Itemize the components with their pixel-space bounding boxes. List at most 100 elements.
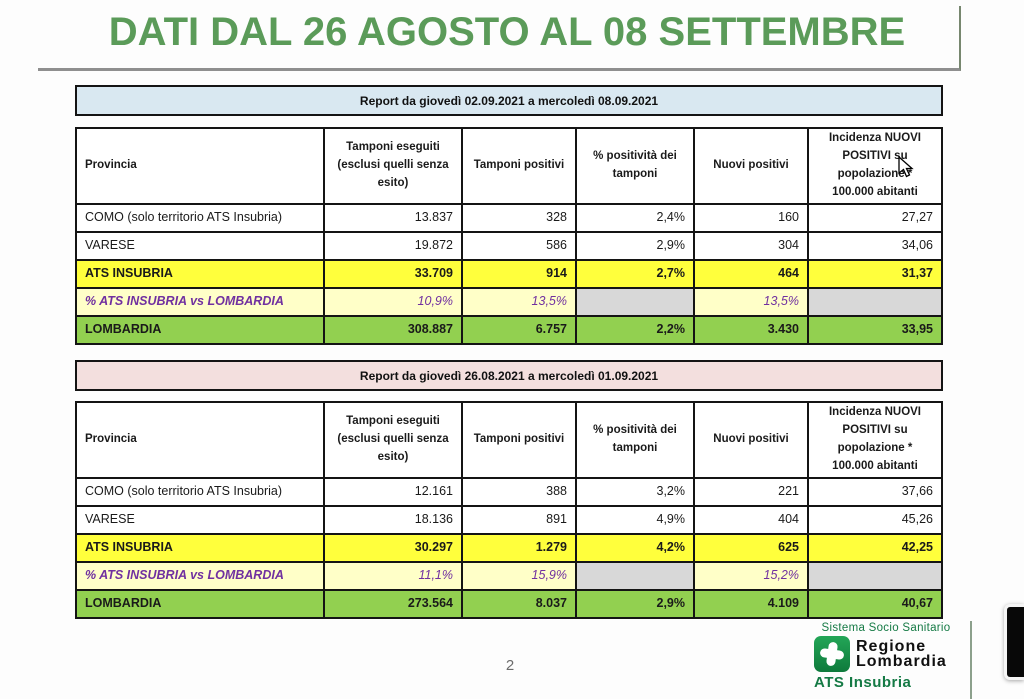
table-row: VARESE 18.136 891 4,9% 404 45,26 <box>77 505 941 533</box>
column-header: Tamponi positivi <box>461 403 575 477</box>
column-header: Incidenza NUOVI POSITIVI su popolazione … <box>807 129 941 203</box>
cell-value: 19.872 <box>323 233 461 259</box>
cell-value <box>807 289 941 315</box>
report-banner-current-text: Report da giovedì 02.09.2021 a mercoledì… <box>359 93 659 108</box>
table-body: COMO (solo territorio ATS Insubria) 12.16… <box>77 477 941 617</box>
cell-value: 8.037 <box>461 591 575 617</box>
ats-insubria-label: ATS Insubria <box>814 674 912 691</box>
regione-lombardia-label: Regione Lombardia <box>856 637 947 670</box>
cell-value: 40,67 <box>807 591 941 617</box>
cell-value: 15,9% <box>461 563 575 589</box>
cell-value: 18.136 <box>323 507 461 533</box>
cell-value: 2,4% <box>575 205 693 231</box>
cell-value: 914 <box>461 261 575 287</box>
cell-value: 15,2% <box>693 563 807 589</box>
mouse-cursor-icon <box>898 156 914 178</box>
cell-value: 625 <box>693 535 807 561</box>
cell-value: 1.279 <box>461 535 575 561</box>
row-label: VARESE <box>85 512 135 527</box>
cell-value: 13.837 <box>323 205 461 231</box>
cell-value: 27,27 <box>807 205 941 231</box>
column-header: % positività dei tamponi <box>575 403 693 477</box>
cell-value: 6.757 <box>461 317 575 343</box>
cell-value: 221 <box>693 479 807 505</box>
cell-value: 4,9% <box>575 507 693 533</box>
cell-value: 34,06 <box>807 233 941 259</box>
row-label: % ATS INSUBRIA vs LOMBARDIA <box>85 568 284 583</box>
cell-value: 304 <box>693 233 807 259</box>
cell-value: 11,1% <box>323 563 461 589</box>
table-row: VARESE 19.872 586 2,9% 304 34,06 <box>77 231 941 259</box>
cell-value: 42,25 <box>807 535 941 561</box>
cell-value: 31,37 <box>807 261 941 287</box>
cell-value: 30.297 <box>323 535 461 561</box>
table-row: LOMBARDIA 308.887 6.757 2,2% 3.430 33,95 <box>77 315 941 343</box>
cell-value: 2,7% <box>575 261 693 287</box>
table-row: COMO (solo territorio ATS Insubria) 12.16… <box>77 477 941 505</box>
report-banner-previous-text: Report da giovedì 26.08.2021 a mercoledì… <box>359 368 659 383</box>
title-underline <box>38 6 961 71</box>
cell-value: 37,66 <box>807 479 941 505</box>
column-header: Nuovi positivi <box>693 403 807 477</box>
table-header-row: Provincia Tamponi eseguiti (esclusi quell… <box>77 403 941 477</box>
cell-value <box>575 563 693 589</box>
data-table-previous: Provincia Tamponi eseguiti (esclusi quell… <box>75 401 943 619</box>
cell-value: 2,2% <box>575 317 693 343</box>
column-header: Tamponi positivi <box>461 129 575 203</box>
table-row: COMO (solo territorio ATS Insubria) 13.83… <box>77 203 941 231</box>
row-label: LOMBARDIA <box>85 322 162 337</box>
cell-value: 388 <box>461 479 575 505</box>
page-title: DATI DAL 26 AGOSTO AL 08 SETTEMBRE <box>108 10 906 54</box>
report-banner-current: Report da giovedì 02.09.2021 a mercoledì… <box>75 85 943 116</box>
cell-value: 33,95 <box>807 317 941 343</box>
cell-value: 3,2% <box>575 479 693 505</box>
cell-value: 2,9% <box>575 233 693 259</box>
footer-divider <box>970 621 972 699</box>
row-label: COMO (solo territorio ATS Insubria) <box>85 484 283 499</box>
cell-value: 3.430 <box>693 317 807 343</box>
row-label: % ATS INSUBRIA vs LOMBARDIA <box>85 294 284 309</box>
column-header: Provincia <box>85 159 137 172</box>
table-row: ATS INSUBRIA 30.297 1.279 4,2% 625 42,25 <box>77 533 941 561</box>
column-header: Nuovi positivi <box>693 129 807 203</box>
data-table-current: Provincia Tamponi eseguiti (esclusi quell… <box>75 127 943 345</box>
footer-brand: Sistema Socio Sanitario <box>806 622 966 691</box>
regione-label-line2: Lombardia <box>856 653 947 670</box>
cell-value <box>807 563 941 589</box>
sistema-socio-sanitario-label: Sistema Socio Sanitario <box>821 622 951 634</box>
cell-value: 4.109 <box>693 591 807 617</box>
cell-value: 328 <box>461 205 575 231</box>
table-body: COMO (solo territorio ATS Insubria) 13.83… <box>77 203 941 343</box>
column-header: Provincia <box>85 433 137 446</box>
table-row: % ATS INSUBRIA vs LOMBARDIA 10,9% 13,5% 13,… <box>77 287 941 315</box>
regione-lombardia-logo: Regione Lombardia <box>814 636 966 672</box>
table-row: LOMBARDIA 273.564 8.037 2,9% 4.109 40,67 <box>77 589 941 617</box>
page-number: 2 <box>505 657 515 674</box>
regione-label-line1: Regione <box>856 637 927 655</box>
column-header: Tamponi eseguiti (esclusi quelli senza e… <box>323 129 461 203</box>
cell-value: 404 <box>693 507 807 533</box>
cell-value: 10,9% <box>323 289 461 315</box>
row-label: ATS INSUBRIA <box>85 540 173 555</box>
cell-value: 273.564 <box>323 591 461 617</box>
report-section-current-week: Report da giovedì 02.09.2021 a mercoledì… <box>75 85 943 345</box>
cell-value: 13,5% <box>693 289 807 315</box>
cell-value: 45,26 <box>807 507 941 533</box>
report-banner-previous: Report da giovedì 26.08.2021 a mercoledì… <box>75 360 943 391</box>
column-header: Tamponi eseguiti (esclusi quelli senza e… <box>323 403 461 477</box>
table-row: % ATS INSUBRIA vs LOMBARDIA 11,1% 15,9% 15,… <box>77 561 941 589</box>
table-header-row: Provincia Tamponi eseguiti (esclusi quell… <box>77 129 941 203</box>
column-header: Incidenza NUOVI POSITIVI su popolazione … <box>807 403 941 477</box>
cell-value: 12.161 <box>323 479 461 505</box>
cell-value: 308.887 <box>323 317 461 343</box>
cell-value: 464 <box>693 261 807 287</box>
webcam-overlay[interactable] <box>1004 604 1024 680</box>
row-label: LOMBARDIA <box>85 596 162 611</box>
table-row: ATS INSUBRIA 33.709 914 2,7% 464 31,37 <box>77 259 941 287</box>
row-label: VARESE <box>85 238 135 253</box>
report-section-previous-week: Report da giovedì 26.08.2021 a mercoledì… <box>75 360 943 619</box>
cell-value: 33.709 <box>323 261 461 287</box>
cell-value: 2,9% <box>575 591 693 617</box>
rosa-camuna-icon <box>814 636 850 672</box>
